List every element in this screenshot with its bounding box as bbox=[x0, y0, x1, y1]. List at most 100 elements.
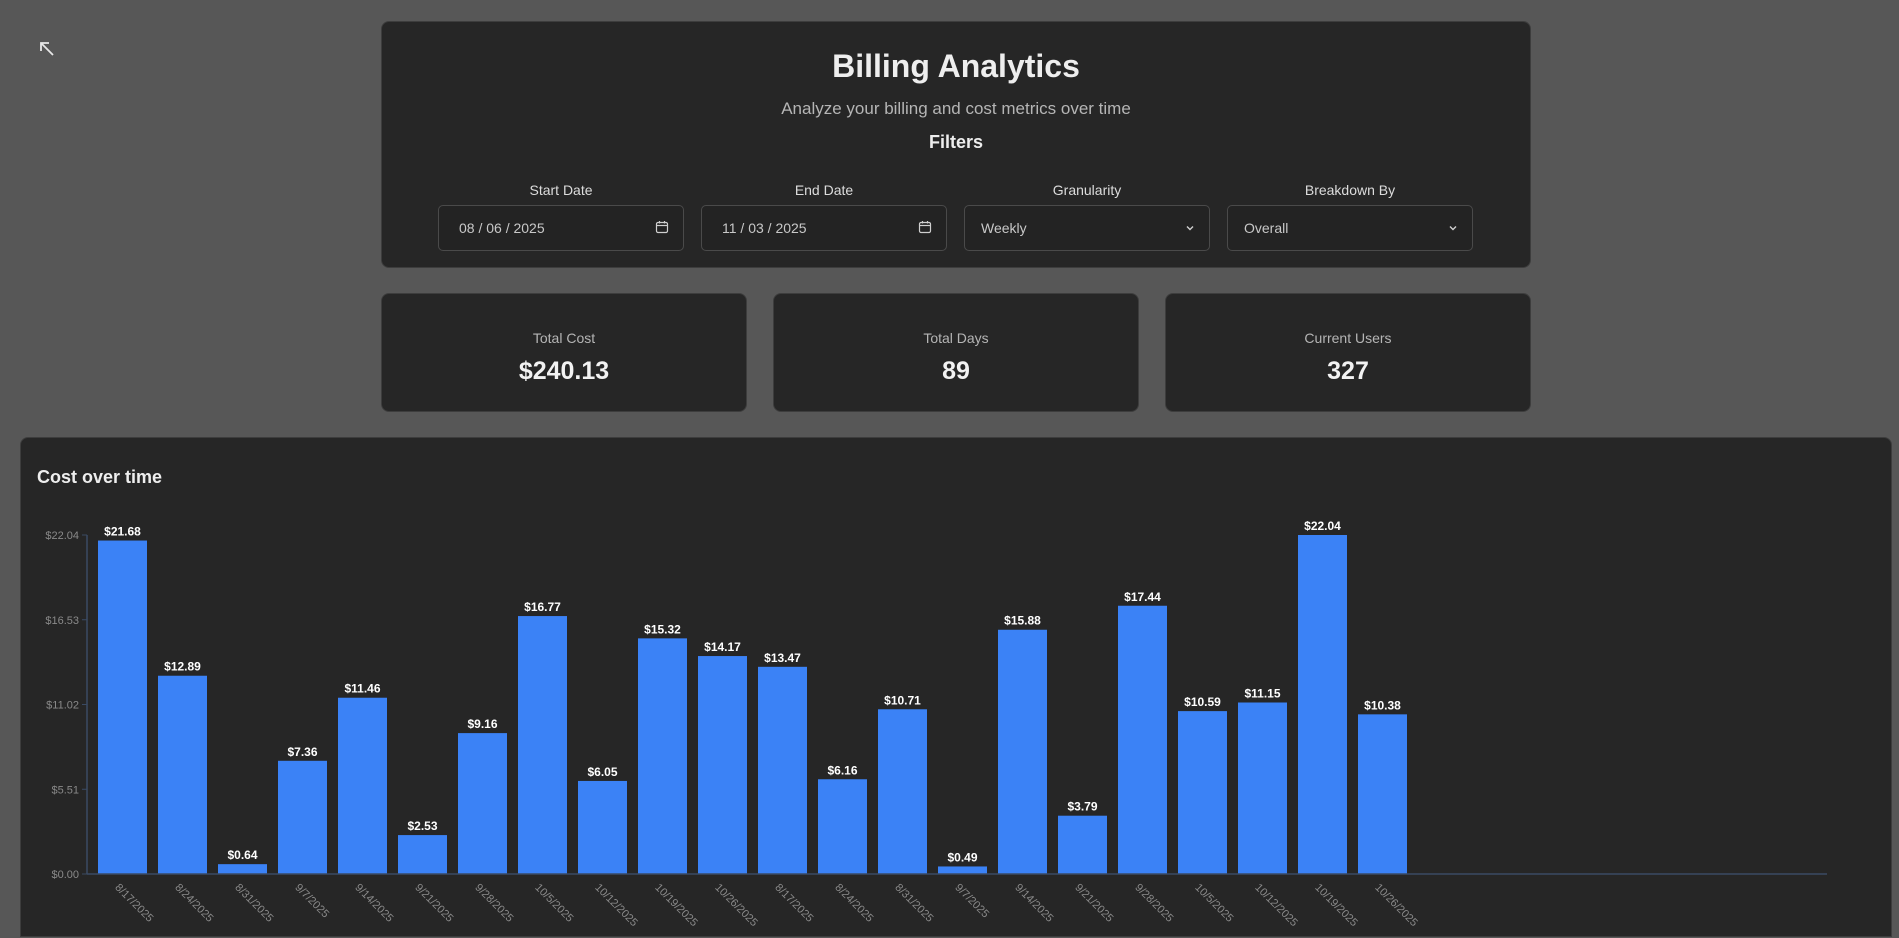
x-tick-label: 9/21/2025 bbox=[412, 882, 455, 925]
breakdown-select[interactable]: Overall bbox=[1227, 205, 1473, 251]
page-title: Billing Analytics bbox=[832, 48, 1080, 84]
bar-value-label: $11.46 bbox=[344, 682, 380, 696]
start-date-filter: Start Date 08 / 06 / 2025 bbox=[438, 182, 684, 251]
bar-value-label: $9.16 bbox=[467, 717, 497, 731]
granularity-label: Granularity bbox=[1052, 182, 1122, 198]
collapse-icon[interactable] bbox=[38, 40, 58, 60]
bar-value-label: $10.38 bbox=[1364, 698, 1401, 712]
bar bbox=[938, 866, 987, 874]
total-cost-card: Total Cost $240.13 bbox=[381, 293, 747, 412]
bar-value-label: $3.79 bbox=[1067, 800, 1097, 814]
bar-value-label: $0.64 bbox=[227, 848, 257, 862]
breakdown-label: Breakdown By bbox=[1304, 182, 1396, 198]
bar bbox=[998, 629, 1047, 874]
total-days-card: Total Days 89 bbox=[773, 293, 1139, 412]
end-date-value: 11 / 03 / 2025 bbox=[722, 220, 807, 236]
bar-value-label: $10.59 bbox=[1184, 695, 1221, 709]
y-tick-label: $0.00 bbox=[51, 869, 79, 881]
breakdown-value: Overall bbox=[1244, 220, 1289, 236]
bar bbox=[1058, 815, 1107, 874]
bar bbox=[1238, 702, 1287, 874]
bar bbox=[578, 780, 627, 874]
x-tick-label: 8/17/2025 bbox=[112, 882, 155, 925]
x-tick-label: 10/12/2025 bbox=[1252, 882, 1299, 929]
x-tick-label: 10/26/2025 bbox=[1372, 882, 1419, 929]
total-days-label: Total Days bbox=[923, 330, 989, 346]
bar-value-label: $17.44 bbox=[1124, 590, 1161, 604]
bar bbox=[458, 733, 507, 874]
bar-value-label: $2.53 bbox=[407, 819, 437, 833]
breakdown-filter: Breakdown By Overall bbox=[1227, 182, 1473, 251]
y-tick-label: $22.04 bbox=[45, 530, 79, 542]
bar-value-label: $15.88 bbox=[1004, 614, 1041, 628]
start-date-input[interactable]: 08 / 06 / 2025 bbox=[438, 205, 684, 251]
bar bbox=[278, 760, 327, 874]
start-date-value: 08 / 06 / 2025 bbox=[459, 220, 545, 236]
bar-value-label: $16.77 bbox=[524, 600, 561, 614]
bar bbox=[218, 864, 267, 874]
bar-value-label: $10.71 bbox=[884, 693, 921, 707]
y-tick-label: $5.51 bbox=[51, 784, 79, 796]
bar bbox=[98, 540, 147, 874]
bar-value-label: $6.05 bbox=[587, 765, 617, 779]
current-users-label: Current Users bbox=[1304, 330, 1392, 346]
x-tick-label: 9/28/2025 bbox=[1132, 882, 1175, 925]
bar-value-label: $22.04 bbox=[1304, 519, 1341, 533]
bar-value-label: $11.15 bbox=[1244, 687, 1280, 701]
total-days-value: 89 bbox=[942, 357, 970, 385]
x-tick-label: 8/17/2025 bbox=[772, 882, 815, 925]
end-date-label: End Date bbox=[794, 182, 854, 198]
x-tick-label: 10/5/2025 bbox=[532, 882, 575, 925]
x-tick-label: 10/12/2025 bbox=[592, 882, 639, 929]
bar bbox=[818, 779, 867, 874]
y-tick-label: $11.02 bbox=[46, 700, 79, 712]
bar bbox=[878, 709, 927, 874]
x-tick-label: 8/31/2025 bbox=[232, 882, 275, 925]
total-cost-value: $240.13 bbox=[518, 357, 610, 385]
end-date-filter: End Date 11 / 03 / 2025 bbox=[701, 182, 947, 251]
granularity-filter: Granularity Weekly bbox=[964, 182, 1210, 251]
bar-value-label: $14.17 bbox=[704, 640, 741, 654]
bar-value-label: $0.49 bbox=[947, 850, 977, 864]
current-users-value: 327 bbox=[1327, 357, 1369, 385]
filters-title: Filters bbox=[928, 132, 984, 152]
x-tick-label: 10/19/2025 bbox=[1312, 882, 1359, 929]
bar-value-label: $21.68 bbox=[104, 525, 141, 539]
x-tick-label: 10/19/2025 bbox=[652, 882, 699, 929]
bar-value-label: $15.32 bbox=[644, 622, 681, 636]
calendar-icon[interactable] bbox=[918, 220, 932, 237]
header-card: Billing Analytics Analyze your billing a… bbox=[381, 21, 1531, 268]
bar bbox=[518, 616, 567, 874]
start-date-label: Start Date bbox=[529, 182, 593, 198]
x-tick-label: 10/26/2025 bbox=[712, 882, 759, 929]
page-subtitle: Analyze your billing and cost metrics ov… bbox=[781, 99, 1131, 118]
bar bbox=[758, 666, 807, 874]
cost-bar-chart: $0.00 $5.51 $11.02 $16.53 $22.04 $21.68 8/17/2… bbox=[45, 519, 1827, 929]
bar bbox=[1358, 714, 1407, 874]
bar bbox=[1298, 535, 1347, 874]
cost-chart-card: Cost over time $0.00 $5.51 $11.02 $16.53 $22… bbox=[20, 437, 1892, 937]
chevron-down-icon bbox=[1448, 220, 1458, 236]
y-tick-label: $16.53 bbox=[45, 615, 79, 627]
x-tick-label: 9/28/2025 bbox=[472, 882, 515, 925]
x-tick-label: 9/14/2025 bbox=[1012, 882, 1055, 925]
x-tick-label: 9/21/2025 bbox=[1072, 882, 1115, 925]
calendar-icon[interactable] bbox=[655, 220, 669, 237]
bar bbox=[698, 656, 747, 874]
bar-value-label: $12.89 bbox=[164, 660, 201, 674]
granularity-value: Weekly bbox=[981, 220, 1027, 236]
x-tick-label: 10/5/2025 bbox=[1192, 882, 1235, 925]
bar-value-label: $6.16 bbox=[827, 763, 857, 777]
bar-value-label: $7.36 bbox=[287, 745, 317, 759]
chevron-down-icon bbox=[1185, 220, 1195, 236]
bar bbox=[1118, 605, 1167, 874]
x-tick-label: 9/14/2025 bbox=[352, 882, 395, 925]
bar bbox=[338, 697, 387, 874]
bar-value-label: $13.47 bbox=[764, 651, 801, 665]
bar bbox=[158, 675, 207, 874]
bar bbox=[1178, 711, 1227, 874]
granularity-select[interactable]: Weekly bbox=[964, 205, 1210, 251]
x-tick-label: 8/24/2025 bbox=[832, 882, 875, 925]
chart-title: Cost over time bbox=[37, 467, 163, 487]
end-date-input[interactable]: 11 / 03 / 2025 bbox=[701, 205, 947, 251]
